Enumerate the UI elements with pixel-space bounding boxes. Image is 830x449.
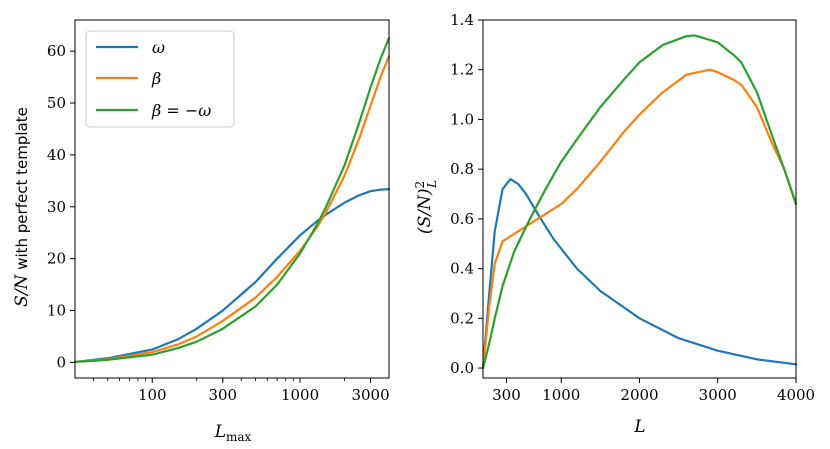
left-y-tick-label: 30	[47, 198, 66, 216]
left-y-tick-label: 60	[47, 42, 66, 60]
right-y-tick-label: 0.4	[450, 260, 474, 278]
right-chart-panel: 300 1000 2000 3000 4000 0.0 0.2 0.4 0.6 0.8 1.0 1.2…	[413, 11, 815, 437]
right-series-line-0	[481, 178, 798, 370]
right-series-line-1	[481, 68, 798, 370]
legend-label-beta: β	[151, 69, 161, 88]
left-x-axis-label: Lmax	[214, 422, 252, 444]
left-chart-panel: 100 300 1000 3000 0 10 20 30 40 50 60 ω β β = −ω L…	[12, 19, 391, 444]
right-x-tick-label: 300	[492, 386, 521, 404]
legend: ω β β = −ω	[85, 30, 235, 128]
right-x-axis-label: L	[633, 417, 645, 437]
right-x-tick-label: 3000	[699, 386, 737, 404]
left-y-tick-label: 10	[47, 302, 66, 320]
left-x-tick-label: 300	[208, 386, 237, 404]
legend-box	[85, 30, 235, 128]
left-x-tick-label: 1000	[281, 386, 319, 404]
left-x-tick-label: 100	[138, 386, 167, 404]
left-y-tick-label: 50	[47, 94, 66, 112]
legend-label-omega: ω	[152, 38, 165, 57]
left-series-line-2	[73, 37, 391, 364]
right-x-tick-label: 4000	[777, 386, 815, 404]
right-x-tick-label: 2000	[620, 386, 658, 404]
right-y-axis-label: (S/N)2L	[413, 180, 439, 234]
right-y-tick-label: 1.2	[450, 61, 474, 79]
legend-label-beta-minus-omega: β = −ω	[151, 101, 211, 120]
left-x-tick-label: 3000	[351, 386, 389, 404]
left-y-tick-label: 20	[47, 250, 66, 268]
right-x-tick-label: 1000	[542, 386, 580, 404]
left-y-tick-label: 40	[47, 146, 66, 164]
left-series-line-1	[73, 55, 391, 364]
left-y-tick-label: 0	[56, 353, 66, 371]
right-y-tick-label: 0.6	[450, 210, 474, 228]
right-y-tick-label: 1.0	[450, 110, 474, 128]
right-plot-frame	[482, 19, 797, 379]
left-plot-frame	[74, 19, 390, 379]
right-series-line-2	[481, 34, 798, 370]
right-y-tick-label: 1.4	[450, 11, 474, 29]
right-y-tick-label: 0.2	[450, 309, 474, 327]
left-y-axis-label: S/N with perfect template	[12, 107, 32, 307]
right-y-tick-label: 0.0	[450, 359, 474, 377]
left-series-line-0	[73, 188, 391, 364]
right-y-tick-label: 0.8	[450, 160, 474, 178]
